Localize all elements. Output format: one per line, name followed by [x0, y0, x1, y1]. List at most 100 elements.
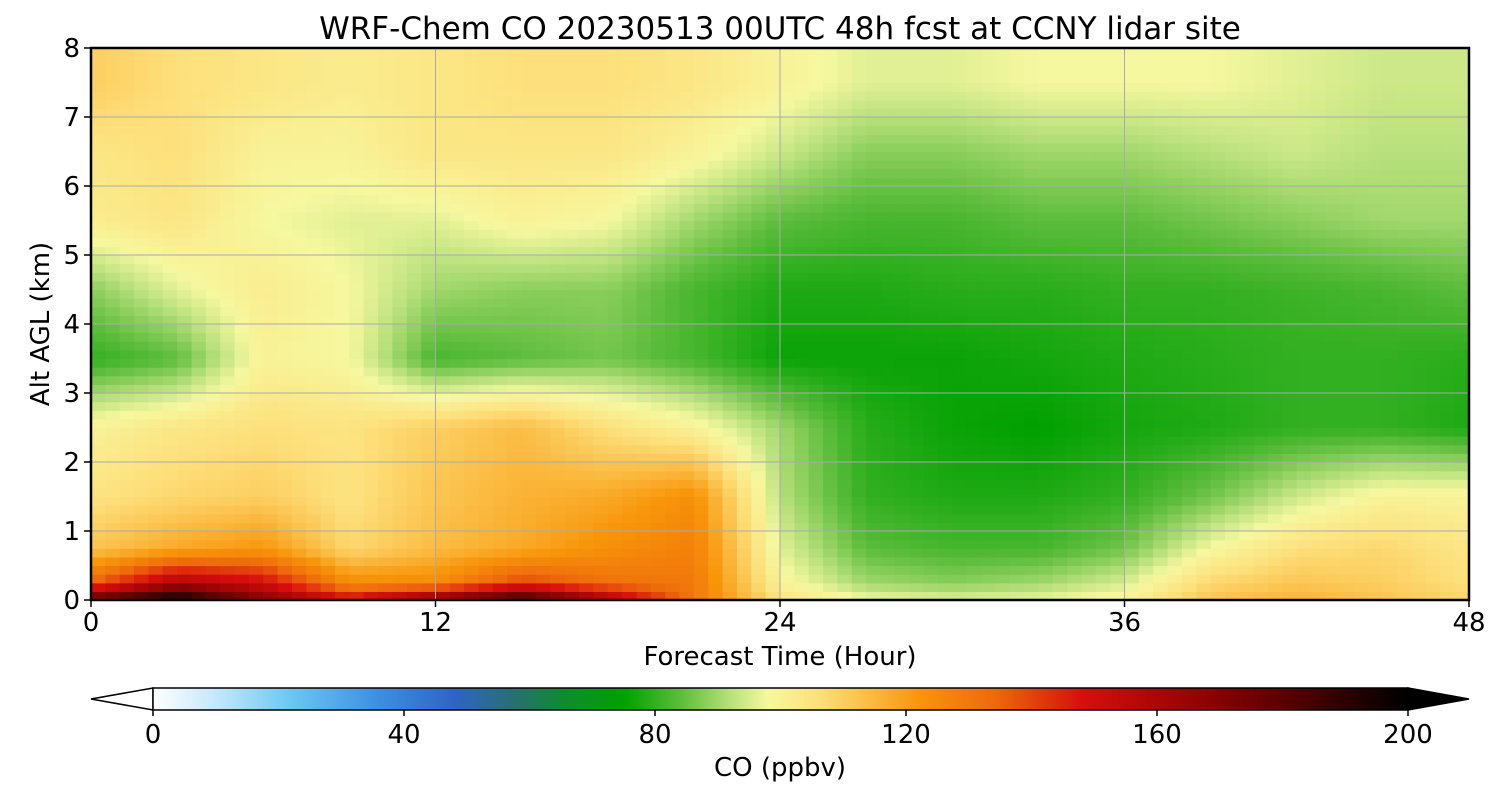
- heatmap-cell: [1282, 229, 1298, 239]
- heatmap-cell: [1081, 367, 1097, 377]
- heatmap-cell: [1081, 436, 1097, 446]
- heatmap-cell: [923, 410, 939, 420]
- heatmap-cell: [105, 487, 121, 498]
- heatmap-cell: [105, 160, 121, 170]
- heatmap-cell: [335, 539, 350, 549]
- heatmap-cell: [363, 255, 379, 265]
- heatmap-cell: [1311, 556, 1327, 567]
- heatmap-cell: [363, 298, 379, 308]
- heatmap-cell: [880, 237, 896, 247]
- heatmap-cell: [248, 151, 264, 161]
- heatmap-cell: [622, 470, 638, 480]
- heatmap-cell: [1038, 341, 1054, 351]
- heatmap-cell: [851, 367, 867, 377]
- heatmap-cell: [579, 479, 594, 489]
- heatmap-cell: [1153, 160, 1169, 170]
- heatmap-cell: [435, 496, 451, 506]
- heatmap-cell: [148, 479, 164, 489]
- heatmap-cell: [1038, 315, 1054, 325]
- heatmap-cell: [291, 255, 307, 265]
- heatmap-cell: [1038, 479, 1054, 489]
- heatmap-cell: [1440, 393, 1456, 403]
- heatmap-cell: [1354, 160, 1370, 170]
- heatmap-cell: [880, 574, 896, 584]
- heatmap-cell: [492, 341, 508, 351]
- heatmap-cell: [1138, 177, 1154, 187]
- heatmap-cell: [248, 349, 264, 360]
- heatmap-cell: [507, 462, 523, 472]
- heatmap-cell: [1411, 462, 1427, 472]
- heatmap-cell: [736, 160, 752, 170]
- heatmap-cell: [607, 272, 623, 282]
- heatmap-cell: [722, 436, 738, 446]
- heatmap-cell: [449, 556, 465, 567]
- heatmap-cell: [1167, 531, 1183, 541]
- heatmap-cell: [1224, 410, 1240, 420]
- heatmap-cell: [464, 229, 480, 239]
- heatmap-cell: [751, 470, 767, 480]
- heatmap-cell: [894, 272, 910, 282]
- heatmap-cell: [1038, 246, 1054, 256]
- heatmap-cell: [478, 255, 494, 265]
- heatmap-cell: [909, 462, 925, 472]
- heatmap-cell: [220, 211, 236, 222]
- heatmap-cell: [449, 582, 465, 592]
- heatmap-cell: [1224, 574, 1240, 584]
- heatmap-cell: [1268, 522, 1283, 532]
- heatmap-cell: [191, 367, 207, 377]
- heatmap-cell: [1354, 367, 1370, 377]
- heatmap-cell: [1382, 531, 1398, 541]
- heatmap-cell: [1081, 591, 1097, 600]
- heatmap-cell: [507, 203, 523, 213]
- heatmap-cell: [1081, 401, 1097, 411]
- heatmap-cell: [492, 151, 508, 161]
- heatmap-cell: [1052, 211, 1068, 222]
- heatmap-cell: [449, 246, 465, 256]
- heatmap-cell: [406, 444, 422, 454]
- heatmap-cell: [593, 436, 609, 446]
- heatmap-cell: [794, 513, 810, 523]
- heatmap-cell: [1325, 487, 1341, 498]
- heatmap-cell: [765, 522, 781, 532]
- heatmap-cell: [622, 255, 638, 265]
- heatmap-cell: [980, 444, 996, 454]
- heatmap-cell: [894, 306, 910, 316]
- heatmap-cell: [1110, 393, 1126, 403]
- heatmap-cell: [1253, 487, 1269, 498]
- heatmap-cell: [1253, 306, 1269, 316]
- heatmap-cell: [880, 168, 896, 178]
- heatmap-cell: [392, 255, 408, 265]
- heatmap-cell: [837, 367, 853, 377]
- heatmap-cell: [579, 211, 594, 222]
- heatmap-cell: [1425, 229, 1441, 239]
- heatmap-cell: [1296, 470, 1312, 480]
- heatmap-cell: [291, 237, 307, 247]
- heatmap-cell: [894, 418, 910, 429]
- heatmap-cell: [665, 375, 681, 385]
- heatmap-cell: [751, 574, 767, 584]
- heatmap-cell: [507, 298, 523, 308]
- heatmap-cell: [1325, 229, 1341, 239]
- heatmap-cell: [1454, 203, 1469, 213]
- heatmap-cell: [636, 427, 652, 437]
- heatmap-cell: [464, 263, 480, 273]
- heatmap-cell: [1411, 349, 1427, 360]
- heatmap-cell: [148, 582, 164, 592]
- heatmap-cell: [1454, 306, 1469, 316]
- heatmap-cell: [277, 548, 293, 558]
- heatmap-cell: [1339, 565, 1355, 575]
- heatmap-cell: [1425, 531, 1441, 541]
- heatmap-cell: [693, 280, 709, 291]
- heatmap-cell: [1454, 496, 1469, 506]
- heatmap-cell: [105, 298, 121, 308]
- heatmap-cell: [119, 272, 135, 282]
- heatmap-cell: [708, 393, 724, 403]
- heatmap-cell: [162, 375, 178, 385]
- heatmap-cell: [564, 591, 580, 600]
- heatmap-cell: [335, 229, 350, 239]
- heatmap-cell: [923, 220, 939, 230]
- heatmap-cell: [1440, 280, 1456, 291]
- heatmap-cell: [636, 203, 652, 213]
- heatmap-cell: [1110, 324, 1126, 334]
- heatmap-cell: [349, 418, 365, 429]
